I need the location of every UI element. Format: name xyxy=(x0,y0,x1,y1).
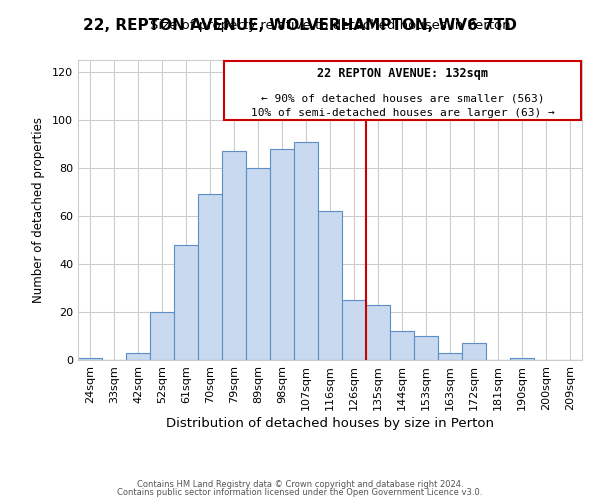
Text: Contains HM Land Registry data © Crown copyright and database right 2024.: Contains HM Land Registry data © Crown c… xyxy=(137,480,463,489)
Bar xyxy=(126,353,150,360)
Title: Size of property relative to detached houses in Perton: Size of property relative to detached ho… xyxy=(149,20,511,32)
Bar xyxy=(198,194,222,360)
FancyBboxPatch shape xyxy=(224,61,581,120)
Bar xyxy=(414,336,438,360)
Text: 22, REPTON AVENUE, WOLVERHAMPTON, WV6 7TD: 22, REPTON AVENUE, WOLVERHAMPTON, WV6 7T… xyxy=(83,18,517,32)
Bar xyxy=(150,312,174,360)
Bar xyxy=(390,331,414,360)
Bar xyxy=(246,168,270,360)
Text: 10% of semi-detached houses are larger (63) →: 10% of semi-detached houses are larger (… xyxy=(251,108,554,118)
Text: 22 REPTON AVENUE: 132sqm: 22 REPTON AVENUE: 132sqm xyxy=(317,68,488,80)
Bar xyxy=(342,300,366,360)
Bar xyxy=(78,358,102,360)
Bar xyxy=(222,151,246,360)
Bar xyxy=(366,305,390,360)
X-axis label: Distribution of detached houses by size in Perton: Distribution of detached houses by size … xyxy=(166,417,494,430)
Bar xyxy=(270,149,294,360)
Bar xyxy=(462,343,486,360)
Bar xyxy=(438,353,462,360)
Bar xyxy=(510,358,534,360)
Y-axis label: Number of detached properties: Number of detached properties xyxy=(32,117,45,303)
Text: ← 90% of detached houses are smaller (563): ← 90% of detached houses are smaller (56… xyxy=(261,93,544,103)
Bar xyxy=(174,245,198,360)
Bar xyxy=(294,142,318,360)
Text: Contains public sector information licensed under the Open Government Licence v3: Contains public sector information licen… xyxy=(118,488,482,497)
Bar xyxy=(318,211,342,360)
